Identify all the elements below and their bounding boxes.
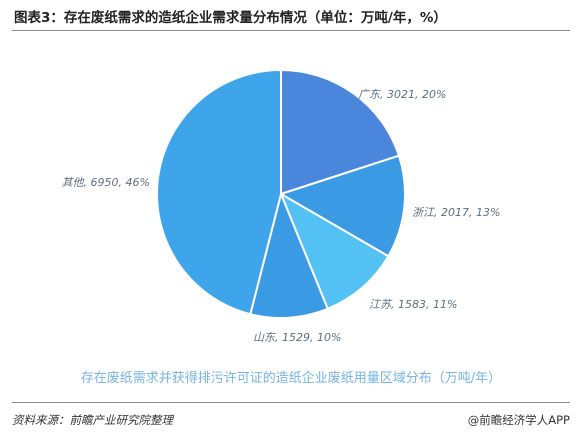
pie-slice-1	[280, 68, 401, 196]
slice-label-2: 浙江, 2017, 13%	[412, 206, 500, 219]
chart-subtitle: 存在废纸需求并获得排污许可证的造纸企业废纸用量区域分布（万吨/年）	[80, 371, 502, 386]
pie-labels: 广东, 3021, 20% 浙江, 2017, 13% 江苏, 1583, 11% 山…	[62, 88, 501, 344]
source-note: 资料来源：前瞻产业研究院整理	[12, 413, 173, 427]
slice-label-4: 山东, 1529, 10%	[253, 331, 341, 344]
pie-slice-4	[249, 190, 330, 319]
slice-label-1: 广东, 3021, 20%	[358, 88, 446, 101]
title-divider	[12, 30, 570, 31]
pie-slice-2	[278, 154, 406, 258]
slice-label-3: 江苏, 1583, 11%	[369, 298, 457, 311]
pie-slices	[155, 68, 406, 319]
pie-chart: 广东, 3021, 20% 浙江, 2017, 13% 江苏, 1583, 11% 山…	[62, 68, 501, 344]
footer-divider	[12, 402, 570, 403]
slice-label-5: 其他, 6950, 46%	[62, 176, 150, 189]
pie-slice-3	[278, 191, 390, 311]
pie-slice-5	[155, 68, 282, 316]
brand-mark: @前瞻经济学人APP	[467, 413, 570, 427]
chart-title: 图表3：存在废纸需求的造纸企业需求量分布情况（单位：万吨/年，%）	[14, 10, 447, 26]
